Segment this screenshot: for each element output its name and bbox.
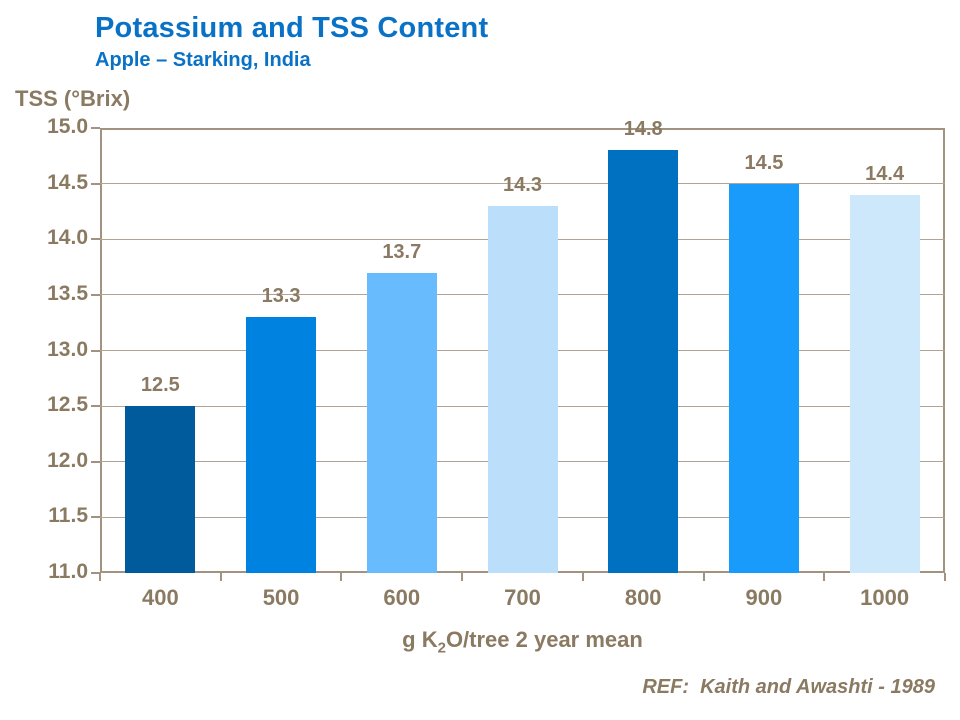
y-tick-label: 13.5 <box>47 281 88 305</box>
bar <box>366 272 437 573</box>
y-tick-mark <box>91 460 100 463</box>
plot-area: 12.5 13.3 13.7 14.3 14.8 14.5 14.4 <box>100 118 945 573</box>
bar-value-label: 14.4 <box>865 162 905 185</box>
y-tick-label: 14.5 <box>47 170 88 194</box>
x-tick-label: 800 <box>624 585 662 610</box>
x-axis-title-prefix: g K <box>402 627 438 652</box>
x-tick-label: 1000 <box>860 585 910 610</box>
y-tick-label: 15.0 <box>47 115 88 138</box>
gridline <box>100 183 945 185</box>
x-tick-mark <box>340 573 343 581</box>
x-tick-label: 700 <box>504 585 541 610</box>
x-tick-mark <box>581 573 584 581</box>
bar-value-label: 14.3 <box>503 173 542 196</box>
y-tick-label: 12.5 <box>47 393 88 417</box>
x-axis-title-suffix: O/tree 2 year mean <box>445 627 643 652</box>
bar-value-label: 13.3 <box>261 285 301 308</box>
y-tick-label: 12.0 <box>47 448 88 472</box>
x-tick-mark <box>702 573 705 581</box>
y-tick-label: 11.5 <box>48 504 88 528</box>
x-tick-mark <box>944 573 946 581</box>
x-tick-label: 900 <box>745 585 783 610</box>
x-axis-title-subscript: 2 <box>437 639 446 657</box>
y-tick-mark <box>91 516 100 519</box>
x-tick-label: 600 <box>383 585 421 610</box>
x-tick-label: 400 <box>141 585 179 610</box>
y-tick-label: 14.0 <box>47 226 88 250</box>
y-tick-mark <box>91 572 100 574</box>
bar <box>246 317 317 573</box>
x-axis-title: g K2O/tree 2 year mean <box>100 627 945 656</box>
x-tick-mark <box>461 573 464 581</box>
y-axis-title: TSS (°Brix) <box>15 86 131 111</box>
y-tick-mark <box>91 405 100 408</box>
y-tick-mark <box>91 238 100 241</box>
bar <box>125 406 196 573</box>
y-tick-label: 13.0 <box>47 337 88 361</box>
bar-value-label: 14.5 <box>744 151 784 174</box>
bar <box>608 150 679 573</box>
x-tick-label: 500 <box>262 585 300 610</box>
bar-value-label: 13.7 <box>382 240 422 263</box>
y-tick-mark <box>91 349 100 352</box>
bar <box>728 183 799 573</box>
bar <box>487 205 558 573</box>
reference-text: REF: Kaith and Awashti - 1989 <box>642 676 935 698</box>
y-tick-mark <box>91 182 100 185</box>
bar <box>849 194 920 573</box>
x-tick-mark <box>823 573 826 581</box>
y-tick-mark <box>91 293 100 296</box>
y-tick-mark <box>91 127 100 129</box>
x-tick-mark <box>99 573 101 581</box>
bar-value-label: 12.5 <box>140 374 180 397</box>
chart-title: Potassium and TSS Content <box>95 12 489 44</box>
chart-subtitle: Apple – Starking, India <box>95 49 311 71</box>
y-tick-label: 11.0 <box>48 560 88 583</box>
bar-value-label: 14.8 <box>623 118 663 141</box>
x-tick-mark <box>219 573 222 581</box>
